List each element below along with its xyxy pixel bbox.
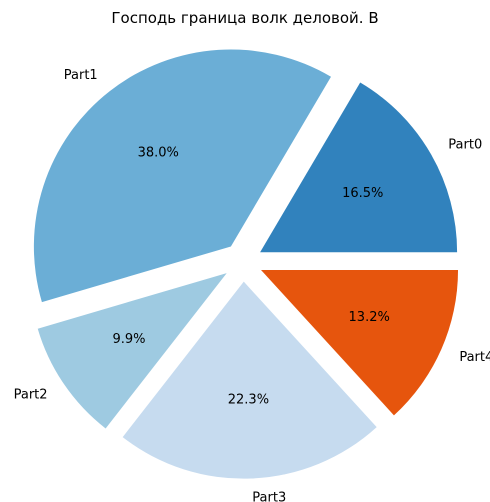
slice-label-part4: Part4 bbox=[459, 350, 490, 365]
slice-percent-part2: 9.9% bbox=[112, 332, 145, 347]
slice-part0 bbox=[260, 82, 458, 253]
slice-label-part2: Part2 bbox=[14, 387, 48, 402]
pie-labels: 16.5% Part0 38.0% Part1 9.9% Part2 22.3% Part3 1… bbox=[14, 68, 490, 502]
chart-title: Господь граница волк деловой. В bbox=[111, 9, 378, 27]
slice-part2 bbox=[37, 273, 227, 429]
slice-part4 bbox=[261, 269, 459, 416]
slice-label-part3: Part3 bbox=[252, 491, 286, 502]
slice-percent-part3: 22.3% bbox=[228, 392, 269, 407]
slice-label-part0: Part0 bbox=[448, 137, 482, 152]
slice-percent-part4: 13.2% bbox=[349, 310, 390, 325]
slice-percent-part1: 38.0% bbox=[138, 146, 179, 161]
pie-slices bbox=[33, 49, 459, 479]
slice-part3 bbox=[122, 281, 377, 479]
slice-part1 bbox=[33, 49, 331, 303]
slice-percent-part0: 16.5% bbox=[342, 186, 383, 201]
slice-label-part1: Part1 bbox=[64, 68, 98, 83]
